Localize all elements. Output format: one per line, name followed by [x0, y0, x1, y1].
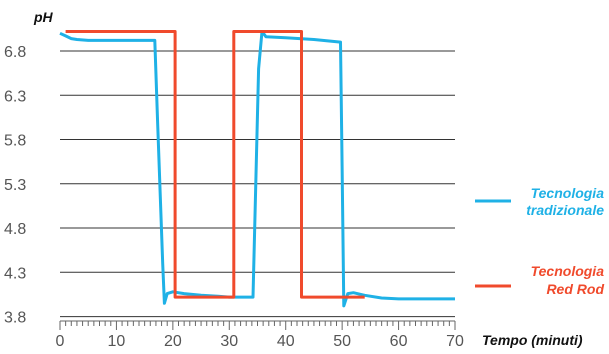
y-tick-label-5.3: 5.3: [4, 177, 26, 194]
x-axis: [59, 320, 456, 330]
x-axis-title: Tempo (minuti): [482, 332, 583, 348]
series-line-0: [59, 30, 455, 308]
y-tick-label-3.8: 3.8: [4, 310, 26, 327]
x-tick-label-20: 20: [164, 333, 182, 350]
x-tick-label-50: 50: [333, 333, 351, 350]
legend-label-tradizionale: Tecnologia tradizionale: [526, 185, 604, 218]
x-tick-labels: 0 10 20 30 40 50 60 70: [56, 333, 464, 350]
x-tick-label-0: 0: [56, 333, 65, 350]
y-tick-label-6.3: 6.3: [4, 88, 26, 105]
y-tick-labels: 3.8 4.3 4.8 5.3 5.8 6.3 6.8: [4, 44, 26, 327]
x-tick-label-60: 60: [390, 333, 408, 350]
x-tick-label-30: 30: [220, 333, 238, 350]
series-lines: [59, 30, 455, 308]
legend: Tecnologia tradizionale Tecnologia Red Rod: [475, 185, 604, 297]
y-axis-title: pH: [33, 9, 54, 25]
legend-label-red-rod: Tecnologia Red Rod: [531, 263, 605, 297]
y-tick-label-4.8: 4.8: [4, 221, 26, 238]
x-tick-label-10: 10: [108, 333, 126, 350]
y-tick-label-6.8: 6.8: [4, 44, 26, 61]
x-tick-label-40: 40: [277, 333, 295, 350]
x-tick-label-70: 70: [446, 333, 464, 350]
y-tick-label-4.3: 4.3: [4, 265, 26, 282]
series-line-1: [65, 30, 365, 299]
y-tick-label-5.8: 5.8: [4, 133, 26, 150]
